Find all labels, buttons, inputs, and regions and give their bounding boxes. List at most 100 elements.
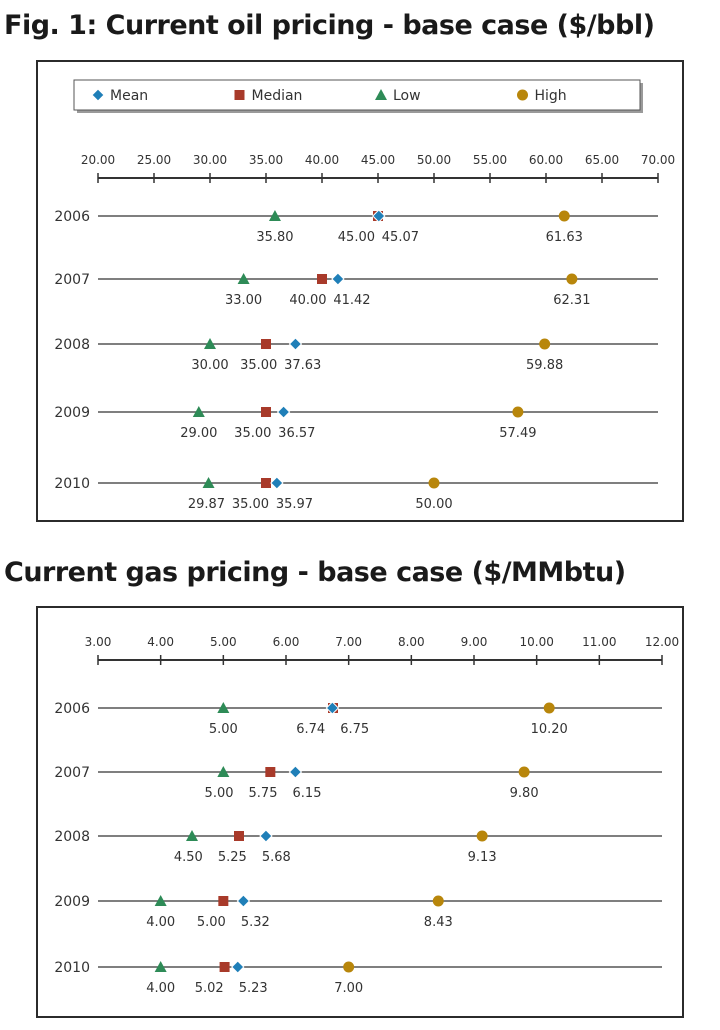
low-value-label: 29.87: [188, 497, 225, 512]
x-tick-label: 55.00: [473, 153, 507, 167]
legend-low-label: Low: [393, 88, 421, 104]
x-tick-label: 30.00: [193, 153, 227, 167]
mean-marker: [236, 894, 251, 908]
low-marker: [217, 766, 230, 777]
legend-high-label: High: [535, 88, 567, 104]
low-marker: [217, 702, 230, 713]
high-value-label: 50.00: [415, 497, 452, 512]
oil-legend: Mean Median Low High: [73, 79, 643, 113]
median-value-label: 5.25: [218, 850, 247, 865]
legend-mean-marker: [91, 88, 105, 102]
median-marker: [261, 339, 271, 349]
mean-value-label: 37.63: [284, 358, 321, 373]
oil-row-2006: 2006 35.80 45.00 45.07 61.63: [54, 209, 658, 245]
high-marker: [558, 210, 570, 222]
low-marker: [186, 830, 198, 841]
x-tick-label: 60.00: [529, 153, 563, 167]
oil-chart-title: Fig. 1: Current oil pricing - base case …: [4, 10, 655, 41]
gas-row-2010: 2010 4.00 5.02 5.23 7.00: [54, 960, 662, 996]
gas-chart-title: Current gas pricing - base case ($/MMbtu…: [4, 557, 626, 588]
oil-row-2009: 2009 29.00 35.00 36.57 57.49: [54, 405, 658, 441]
x-tick-label: 25.00: [137, 153, 171, 167]
low-value-label: 4.00: [146, 981, 175, 996]
mean-value-label: 35.97: [276, 497, 313, 512]
mean-marker: [331, 272, 345, 286]
mean-marker: [259, 829, 273, 843]
high-marker: [539, 338, 551, 350]
low-marker: [237, 273, 250, 284]
x-tick-label: 7.00: [335, 635, 362, 649]
year-label: 2009: [54, 405, 90, 421]
median-marker: [261, 478, 271, 488]
median-marker: [234, 831, 244, 841]
x-tick-label: 35.00: [249, 153, 283, 167]
x-tick-label: 5.00: [210, 635, 237, 649]
high-marker: [432, 895, 444, 907]
low-marker: [154, 895, 167, 906]
year-label: 2010: [54, 476, 90, 492]
median-marker: [265, 767, 276, 777]
mean-marker: [325, 701, 340, 715]
median-value-label: 5.00: [197, 915, 226, 930]
high-value-label: 62.31: [553, 293, 590, 308]
x-tick-label: 50.00: [417, 153, 451, 167]
median-value-label: 5.75: [249, 786, 278, 801]
median-marker: [218, 896, 229, 906]
gas-x-axis: 3.00 4.00 5.00 6.00 7.00 8.00 9.00 10.00 11.00 12…: [85, 635, 679, 665]
mean-value-label: 41.42: [333, 293, 370, 308]
low-marker: [154, 961, 167, 972]
x-tick-label: 65.00: [585, 153, 619, 167]
oil-row-2010: 2010 29.87 35.00 35.97 50.00: [54, 476, 658, 512]
gas-row-2009: 2009 4.00 5.00 5.32 8.43: [54, 894, 662, 930]
mean-marker: [270, 476, 284, 490]
year-label: 2008: [54, 829, 90, 845]
high-value-label: 9.80: [510, 786, 539, 801]
x-tick-label: 45.00: [361, 153, 395, 167]
year-label: 2009: [54, 894, 90, 910]
mean-marker: [276, 405, 291, 419]
median-value-label: 45.00: [338, 230, 375, 245]
high-marker: [476, 830, 488, 842]
year-label: 2006: [54, 209, 90, 225]
oil-chart-svg: Mean Median Low High 20.00 25.00 30.00 35.00 40.…: [54, 79, 675, 512]
high-value-label: 59.88: [526, 358, 563, 373]
low-marker: [192, 406, 205, 417]
mean-marker: [231, 960, 245, 974]
legend-high-marker: [517, 89, 528, 101]
low-value-label: 30.00: [191, 358, 228, 373]
median-value-label: 35.00: [240, 358, 277, 373]
high-value-label: 8.43: [424, 915, 453, 930]
legend-median-marker: [234, 90, 245, 100]
x-tick-label: 6.00: [273, 635, 300, 649]
oil-row-2008: 2008 30.00 35.00 37.63 59.88: [54, 337, 658, 373]
high-marker: [543, 702, 555, 714]
high-marker: [566, 273, 578, 285]
median-value-label: 6.75: [340, 722, 369, 737]
high-value-label: 10.20: [531, 722, 568, 737]
x-tick-label: 9.00: [461, 635, 488, 649]
median-value-label: 35.00: [234, 426, 271, 441]
x-tick-label: 40.00: [305, 153, 339, 167]
mean-value-label: 6.74: [296, 722, 325, 737]
mean-value-label: 5.23: [239, 981, 268, 996]
high-value-label: 57.49: [499, 426, 536, 441]
median-value-label: 35.00: [232, 497, 269, 512]
gas-row-2008: 2008 4.50 5.25 5.68 9.13: [54, 829, 662, 865]
oil-row-2007: 2007 33.00 40.00 41.42 62.31: [54, 272, 658, 308]
legend-median-label: Median: [252, 88, 303, 104]
high-value-label: 7.00: [334, 981, 363, 996]
high-marker: [428, 477, 440, 489]
high-marker: [518, 766, 530, 778]
year-label: 2007: [54, 272, 90, 288]
median-marker: [219, 962, 230, 972]
low-marker: [202, 477, 215, 488]
mean-value-label: 36.57: [278, 426, 315, 441]
mean-marker: [288, 765, 303, 779]
gas-chart-panel: 3.00 4.00 5.00 6.00 7.00 8.00 9.00 10.00 11.00 12…: [36, 606, 684, 1018]
legend-mean-label: Mean: [110, 88, 148, 104]
low-value-label: 33.00: [225, 293, 262, 308]
mean-marker: [288, 337, 303, 351]
mean-value-label: 45.07: [382, 230, 419, 245]
gas-row-2006: 2006 5.00 6.74 6.75 10.20: [54, 701, 662, 737]
low-value-label: 5.00: [205, 786, 234, 801]
